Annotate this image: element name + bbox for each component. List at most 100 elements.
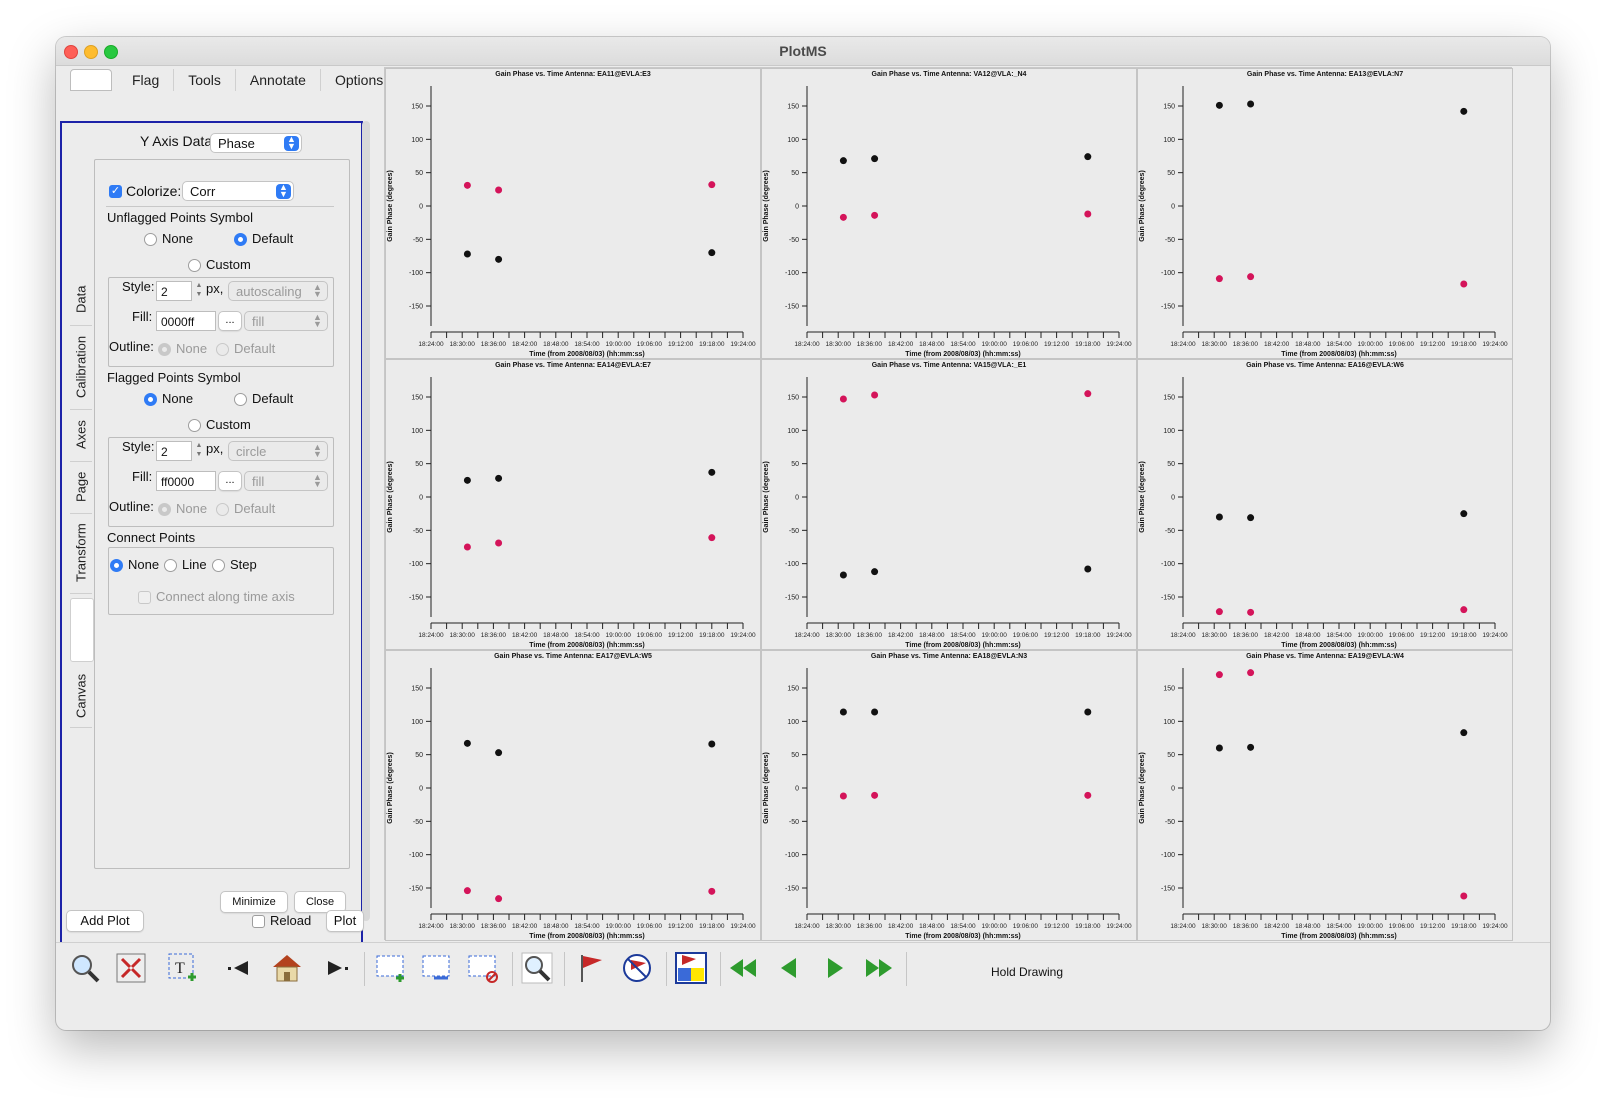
plot-canvas[interactable]: Gain Phase vs. Time Antenna: EA11@EVLA:E… <box>384 67 1513 941</box>
hold-drawing-label[interactable]: Hold Drawing <box>991 965 1064 979</box>
minimize-window-button[interactable] <box>84 45 98 59</box>
flagged-default-radio[interactable] <box>234 393 247 406</box>
connect-none-radio[interactable] <box>110 559 123 572</box>
connect-step-radio[interactable] <box>212 559 225 572</box>
flagged-size-input[interactable]: 2 <box>156 441 192 461</box>
close-panel-button[interactable]: Close <box>294 891 346 913</box>
y-tick-label: 0 <box>419 786 423 793</box>
data-point <box>463 543 471 551</box>
side-tab-transform[interactable]: Transform <box>70 513 92 594</box>
side-tab-display[interactable] <box>70 598 94 662</box>
unflagged-outline-none-radio[interactable] <box>158 343 171 356</box>
unflagged-custom-radio[interactable] <box>188 259 201 272</box>
reload-checkbox[interactable] <box>252 915 265 928</box>
y-tick-label: -100 <box>409 561 423 568</box>
tab-flag[interactable]: Flag <box>118 69 175 91</box>
unflagged-shape-select[interactable]: autoscaling ▲ ▼ <box>228 281 328 301</box>
annotate-text-icon[interactable]: T <box>166 951 200 985</box>
plot-panel[interactable]: Gain Phase vs. Time Antenna: EA19@EVLA:W… <box>1137 650 1513 941</box>
tab-plots[interactable] <box>70 69 112 91</box>
flagged-outline-default-radio[interactable] <box>216 503 229 516</box>
side-tab-data[interactable]: Data <box>70 273 92 326</box>
subtract-region-icon[interactable] <box>420 951 454 985</box>
data-point <box>1084 390 1092 398</box>
flagged-fill-color-button[interactable]: ... <box>218 471 242 491</box>
data-point <box>1215 608 1223 616</box>
flagged-none-radio[interactable] <box>144 393 157 406</box>
unflagged-outline-default-radio[interactable] <box>216 343 229 356</box>
flag-icon[interactable] <box>574 951 608 985</box>
step-back-icon[interactable] <box>224 951 258 985</box>
unflagged-none-radio[interactable] <box>144 233 157 246</box>
unflag-icon[interactable] <box>620 951 654 985</box>
side-tab-axes[interactable]: Axes <box>70 409 92 462</box>
step-forward-icon[interactable] <box>318 951 352 985</box>
minimize-button[interactable]: Minimize <box>220 891 288 913</box>
plot-panel[interactable]: Gain Phase vs. Time Antenna: VA15@VLA:_E… <box>761 359 1137 650</box>
flagged-shape-select[interactable]: circle ▲ ▼ <box>228 441 328 461</box>
prev-page-icon[interactable] <box>772 951 806 985</box>
unflagged-default-radio[interactable] <box>234 233 247 246</box>
plot-panel[interactable]: Gain Phase vs. Time Antenna: VA12@VLA:_N… <box>761 68 1137 359</box>
yaxis-data-select[interactable]: Phase ▲ ▼ <box>210 133 302 153</box>
plot-panel[interactable]: Gain Phase vs. Time Antenna: EA17@EVLA:W… <box>385 650 761 941</box>
flag-all-icon[interactable] <box>674 951 708 985</box>
next-page-icon[interactable] <box>818 951 852 985</box>
connect-line-radio[interactable] <box>164 559 177 572</box>
x-axis-label: Time (from 2008/08/03) (hh:mm:ss) <box>1281 351 1396 358</box>
unflagged-fill-label: Fill: <box>132 309 153 324</box>
tab-annotate[interactable]: Annotate <box>236 69 321 91</box>
zoom-window-button[interactable] <box>104 45 118 59</box>
unflagged-fill-color-button[interactable]: ... <box>218 311 242 331</box>
colorize-checkbox[interactable]: ✓ <box>109 185 122 198</box>
pan-icon[interactable] <box>114 951 148 985</box>
plot-button[interactable]: Plot <box>326 910 364 932</box>
side-tab-page[interactable]: Page <box>70 461 92 514</box>
mark-region-icon[interactable] <box>374 951 408 985</box>
flagged-custom-radio[interactable] <box>188 419 201 432</box>
close-window-button[interactable] <box>64 45 78 59</box>
unflagged-size-input[interactable]: 2 <box>156 281 192 301</box>
x-tick-label: 18:30:00 <box>450 923 476 930</box>
home-icon[interactable] <box>270 951 304 985</box>
plot-title: Gain Phase vs. Time Antenna: EA19@EVLA:W… <box>1246 653 1404 660</box>
x-tick-label: 19:12:00 <box>1044 923 1070 930</box>
first-page-icon[interactable] <box>726 951 760 985</box>
select-arrows-icon: ▲ ▼ <box>313 442 322 459</box>
plot-panel[interactable]: Gain Phase vs. Time Antenna: EA11@EVLA:E… <box>385 68 761 359</box>
side-tab-calibration[interactable]: Calibration <box>70 325 92 410</box>
tab-options[interactable]: Options <box>334 72 384 88</box>
plot-panel[interactable]: Gain Phase vs. Time Antenna: EA18@EVLA:N… <box>761 650 1137 941</box>
x-tick-label: 19:00:00 <box>1358 341 1384 348</box>
plot-panel[interactable]: Gain Phase vs. Time Antenna: EA14@EVLA:E… <box>385 359 761 650</box>
clear-regions-icon[interactable] <box>466 951 500 985</box>
plot-panel[interactable]: Gain Phase vs. Time Antenna: EA13@EVLA:N… <box>1137 68 1513 359</box>
side-tab-canvas[interactable]: Canvas <box>70 665 92 728</box>
panel-scrollbar[interactable] <box>362 121 370 921</box>
x-tick-label: 19:00:00 <box>982 341 1008 348</box>
colorize-select[interactable]: Corr ▲ ▼ <box>182 181 294 201</box>
inspect-icon[interactable] <box>520 951 554 985</box>
flagged-outline-none-radio[interactable] <box>158 503 171 516</box>
flagged-fill-style-select[interactable]: fill ▲ ▼ <box>244 471 328 491</box>
select-arrows-icon: ▲ ▼ <box>313 472 322 489</box>
toolbar-separator <box>364 952 365 986</box>
zoom-icon[interactable] <box>68 951 102 985</box>
add-plot-button[interactable]: Add Plot <box>66 910 144 932</box>
size-stepper-icon[interactable]: ▲ ▼ <box>195 282 203 298</box>
connect-time-checkbox[interactable] <box>138 591 151 604</box>
unflagged-fill-input[interactable]: 0000ff <box>156 311 216 331</box>
flagged-fill-input[interactable]: ff0000 <box>156 471 216 491</box>
x-tick-label: 18:42:00 <box>512 341 538 348</box>
unflagged-fill-style-select[interactable]: fill ▲ ▼ <box>244 311 328 331</box>
data-point <box>839 157 847 165</box>
tab-tools[interactable]: Tools <box>174 69 236 91</box>
last-page-icon[interactable] <box>862 951 896 985</box>
y-tick-label: 150 <box>787 395 799 402</box>
x-tick-label: 19:24:00 <box>1482 923 1508 930</box>
y-tick-label: 150 <box>1163 395 1175 402</box>
data-point <box>1247 743 1255 751</box>
plot-panel[interactable]: Gain Phase vs. Time Antenna: EA16@EVLA:W… <box>1137 359 1513 650</box>
y-tick-label: 100 <box>411 428 423 435</box>
size-stepper-icon[interactable]: ▲ ▼ <box>195 442 203 458</box>
